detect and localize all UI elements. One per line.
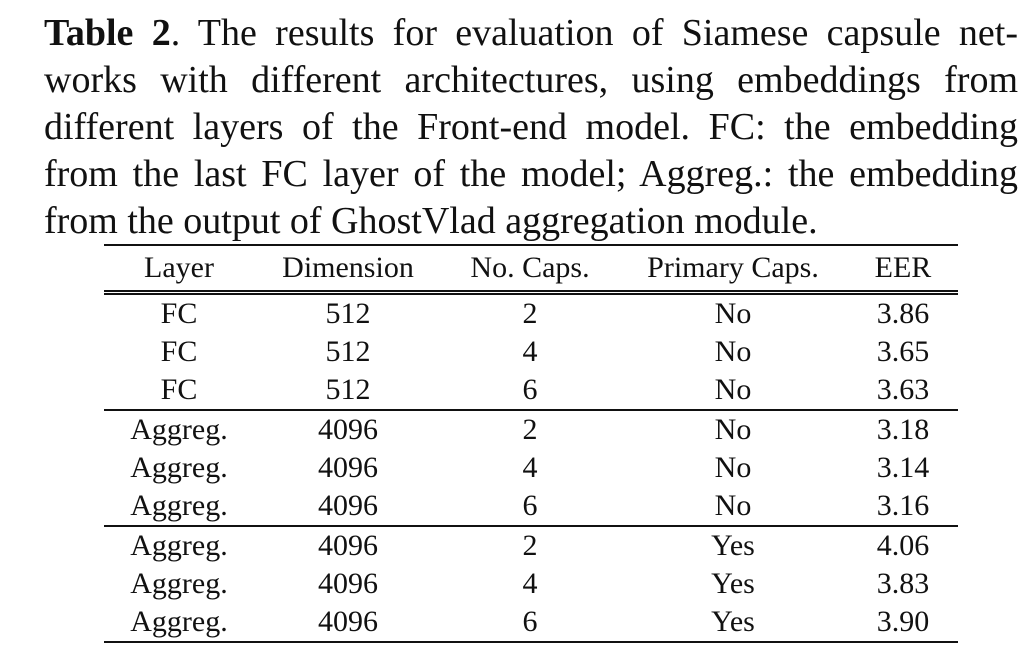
table-group-fc: FC 512 2 No 3.86 FC 512 4 No 3.65 FC 512…	[104, 290, 958, 411]
table-group-aggreg: Aggreg. 4096 2 No 3.18 Aggreg. 4096 4 No…	[104, 409, 958, 526]
cell-primary-caps: No	[714, 373, 752, 406]
cell-dimension: 4096	[254, 409, 442, 449]
cell-eer: 3.90	[848, 603, 958, 643]
table-row: Aggreg. 4096 2 Yes 4.06	[104, 525, 958, 565]
table-row: Aggreg. 4096 4 No 3.14	[104, 449, 958, 487]
cell-no-caps: 6	[522, 489, 538, 522]
table-row: Aggreg. 4096 6 No 3.16	[104, 487, 958, 526]
table-caption: Table 2. The results for evaluation of S…	[44, 10, 1018, 245]
table-row: Aggreg. 4096 4 Yes 3.83	[104, 565, 958, 603]
cell-layer: Aggreg.	[104, 603, 254, 643]
cell-layer: Aggreg.	[130, 451, 228, 484]
cell-layer: Aggreg.	[130, 489, 228, 522]
cell-eer: 3.65	[876, 335, 930, 368]
header-eer: EER	[874, 251, 932, 284]
cell-dimension: 512	[325, 373, 371, 406]
table-row: Aggreg. 4096 2 No 3.18	[104, 409, 958, 449]
cell-no-caps: 2	[442, 290, 618, 333]
caption-line-1: Table 2. The results for evaluation of S…	[44, 10, 1018, 57]
header-primary-caps: Primary Caps.	[647, 251, 819, 284]
cell-dimension: 4096	[254, 525, 442, 565]
cell-no-caps: 4	[522, 567, 538, 600]
cell-no-caps: 6	[442, 603, 618, 643]
results-table: Layer Dimension No. Caps. Primary Caps. …	[104, 244, 958, 643]
cell-primary-caps: No	[714, 489, 752, 522]
cell-primary-caps: No	[618, 290, 848, 333]
caption-line-3: different layers of the Front-end model.…	[44, 106, 1018, 148]
table-row: FC 512 6 No 3.63	[104, 371, 958, 410]
caption-line-2: works with different architectures, usin…	[44, 59, 1018, 101]
cell-dimension: 512	[254, 290, 442, 333]
cell-primary-caps: Yes	[618, 603, 848, 643]
caption-label: Table 2	[44, 12, 171, 54]
header-no-caps: No. Caps.	[470, 251, 590, 284]
cell-primary-caps: No	[618, 409, 848, 449]
cell-eer-best: 3.14	[876, 451, 930, 484]
cell-eer: 4.06	[848, 525, 958, 565]
cell-layer: Aggreg.	[130, 567, 228, 600]
cell-eer: 3.63	[876, 373, 930, 406]
cell-eer: 3.86	[848, 290, 958, 333]
cell-layer: FC	[160, 335, 198, 368]
cell-primary-caps: Yes	[711, 567, 755, 600]
header-layer: Layer	[144, 251, 214, 284]
cell-no-caps: 6	[522, 373, 538, 406]
cell-dimension: 4096	[318, 451, 378, 484]
cell-no-caps: 2	[442, 525, 618, 565]
cell-layer: Aggreg.	[104, 409, 254, 449]
table-row: FC 512 4 No 3.65	[104, 333, 958, 371]
cell-layer: FC	[104, 290, 254, 333]
cell-layer: FC	[160, 373, 198, 406]
caption-line-5: from the output of GhostVlad aggregation…	[44, 200, 818, 242]
cell-dimension: 4096	[318, 489, 378, 522]
cell-dimension: 4096	[318, 567, 378, 600]
cell-dimension: 4096	[254, 603, 442, 643]
cell-layer: Aggreg.	[104, 525, 254, 565]
cell-no-caps: 4	[522, 335, 538, 368]
table-header: Layer Dimension No. Caps. Primary Caps. …	[104, 245, 958, 293]
cell-eer: 3.16	[876, 489, 930, 522]
cell-primary-caps: No	[714, 335, 752, 368]
cell-eer: 3.18	[848, 409, 958, 449]
cell-dimension: 512	[325, 335, 371, 368]
table-row: Aggreg. 4096 6 Yes 3.90	[104, 603, 958, 643]
table-group-aggreg-primary: Aggreg. 4096 2 Yes 4.06 Aggreg. 4096 4 Y…	[104, 525, 958, 643]
cell-primary-caps: Yes	[618, 525, 848, 565]
cell-eer: 3.83	[876, 567, 930, 600]
cell-no-caps: 4	[522, 451, 538, 484]
header-row: Layer Dimension No. Caps. Primary Caps. …	[104, 245, 958, 293]
cell-primary-caps: No	[714, 451, 752, 484]
caption-text-1: . The results for evaluation of Siamese …	[170, 12, 1018, 54]
table-row: FC 512 2 No 3.86	[104, 290, 958, 333]
header-dimension: Dimension	[282, 251, 414, 284]
cell-no-caps: 2	[442, 409, 618, 449]
caption-line-4: from the last FC layer of the model; Agg…	[44, 153, 1018, 195]
